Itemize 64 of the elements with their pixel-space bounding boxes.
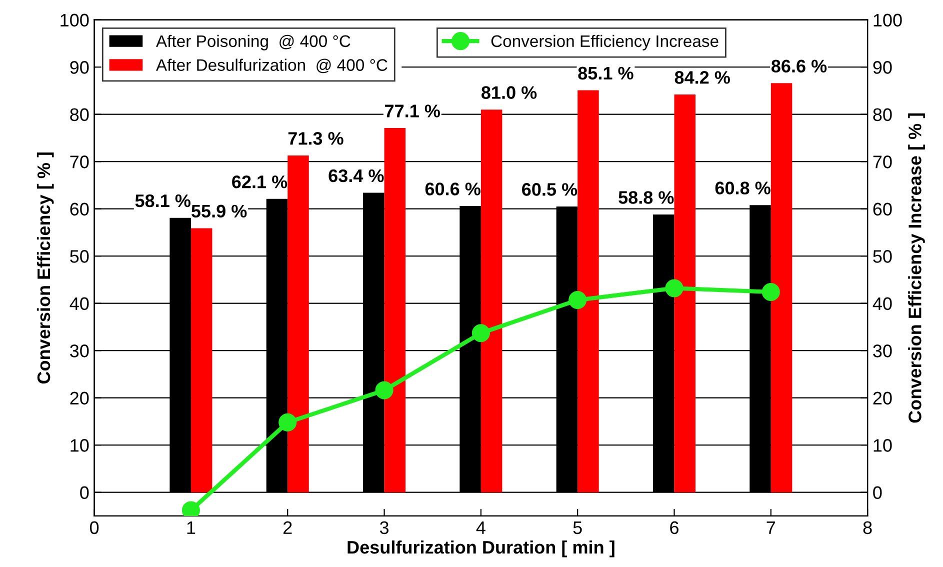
bar <box>480 110 502 492</box>
y-tick-label: 40 <box>70 297 89 310</box>
x-axis-title: Desulfurization Duration [ min ] <box>348 540 614 558</box>
data-label: 60.6 % <box>425 182 480 196</box>
y2-tick-label: 0 <box>873 486 882 500</box>
x-tick-label: 3 <box>380 521 388 534</box>
y2-tick-label: 30 <box>873 344 892 358</box>
bar <box>384 128 406 492</box>
bar <box>770 83 792 492</box>
bar <box>578 90 599 492</box>
y-axis-title: Conversion Efficiency [ % ] <box>36 152 54 384</box>
data-label: 58.1 % <box>135 194 190 208</box>
y-tick-label: 0 <box>80 486 89 500</box>
bar <box>288 155 309 492</box>
legend-label: Conversion Efficiency Increase <box>491 34 718 50</box>
y2-tick-label: 80 <box>873 108 892 122</box>
data-label: 71.3 % <box>288 132 344 145</box>
x-tick-label: 8 <box>863 521 872 534</box>
data-label: 86.6 % <box>771 60 827 73</box>
y2-tick-label: 100 <box>874 14 902 27</box>
y-tick-label: 50 <box>70 250 89 263</box>
y2-tick-label: 90 <box>873 61 892 74</box>
data-label: 81.0 % <box>482 86 537 99</box>
y-tick-label: 30 <box>70 344 89 358</box>
x-tick-label: 6 <box>670 521 678 534</box>
data-label: 84.2 % <box>674 71 730 84</box>
x-tick-label: 5 <box>573 521 582 534</box>
data-label: 58.8 % <box>618 191 674 204</box>
legend-label: After Poisoning @ 400 °C <box>156 34 350 50</box>
y2-tick-label: 10 <box>874 439 892 452</box>
data-label: 63.4 % <box>328 169 384 182</box>
y2-tick-label: 40 <box>872 297 892 310</box>
y2-tick-label: 70 <box>873 156 892 168</box>
y2-tick-label: 60 <box>873 202 892 216</box>
x-tick-label: 2 <box>284 521 292 534</box>
data-label: 60.8 % <box>715 182 770 194</box>
y-tick-label: 80 <box>70 108 89 122</box>
bar <box>190 228 212 492</box>
y-tick-label: 100 <box>60 14 89 27</box>
bar <box>674 94 696 492</box>
y2-tick-label: 20 <box>873 392 892 405</box>
data-label: 77.1 % <box>385 104 440 118</box>
data-label: 60.5 % <box>522 183 578 196</box>
y-tick-label: 90 <box>70 61 89 74</box>
point <box>472 324 490 342</box>
point <box>665 279 684 298</box>
point <box>568 291 587 310</box>
point <box>278 413 297 432</box>
x-tick-label: 0 <box>90 521 99 534</box>
y-tick-label: 10 <box>70 439 89 452</box>
y-tick-label: 70 <box>70 156 89 168</box>
x-tick-label: 4 <box>476 521 486 534</box>
point <box>375 381 394 400</box>
data-label: 55.9 % <box>192 204 247 218</box>
y2-axis-title: Conversion Efficiency Increase [ % ] <box>908 113 925 423</box>
y-tick-label: 60 <box>70 202 89 216</box>
data-label: 85.1 % <box>578 66 634 80</box>
legend-label: After Desulfurization @ 400 °C <box>156 58 388 74</box>
data-label: 62.1 % <box>232 175 288 188</box>
x-tick-label: 7 <box>766 521 776 534</box>
x-tick-label: 1 <box>187 521 196 534</box>
point <box>762 282 780 302</box>
y-tick-label: 20 <box>70 392 89 405</box>
y2-tick-label: 50 <box>873 250 892 263</box>
